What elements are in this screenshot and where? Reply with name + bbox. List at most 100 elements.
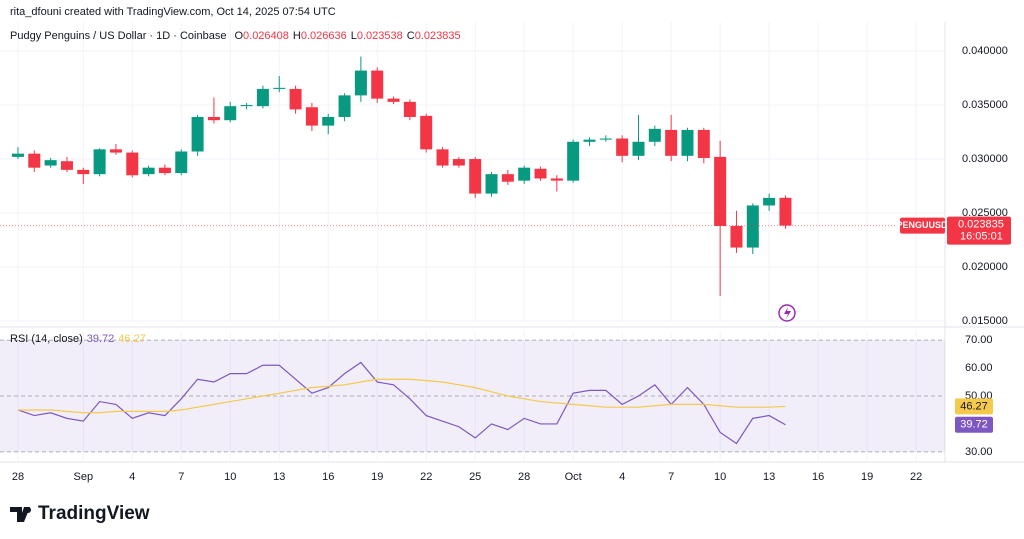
candle-body — [305, 107, 318, 126]
x-tick-label: 13 — [763, 471, 775, 483]
candle-body — [142, 167, 155, 175]
x-tick-label: 28 — [518, 471, 530, 483]
y-tick-label: 0.015000 — [962, 315, 1008, 327]
candle-body — [338, 95, 351, 117]
event-icon[interactable] — [778, 304, 796, 322]
legend-text: L — [351, 30, 357, 42]
x-tick-label: 13 — [273, 471, 285, 483]
candle-body — [93, 149, 106, 175]
x-tick-label: 19 — [861, 471, 873, 483]
x-tick-label: 28 — [12, 471, 24, 483]
legend-text: 39.72 — [87, 333, 115, 345]
y-tick-label: 70.00 — [965, 334, 993, 346]
candle-body — [550, 178, 563, 181]
event-icon-bolt — [784, 307, 791, 319]
candle-body — [518, 167, 531, 181]
price-legend: Pudgy Penguins / US Dollar · 1D · Coinba… — [10, 30, 461, 42]
symbol-label: PENGUUSD — [896, 220, 948, 230]
candle-body — [322, 116, 335, 126]
grid — [0, 22, 945, 460]
candle-body — [583, 139, 596, 142]
candle-body — [371, 70, 384, 99]
candle-body — [289, 88, 302, 110]
x-tick-label: 7 — [668, 471, 674, 483]
candle-body — [109, 149, 122, 153]
value-tag — [955, 398, 993, 415]
candle-body — [11, 153, 24, 157]
candle-body — [567, 141, 580, 181]
legend-text: 0.026408 — [243, 30, 289, 42]
x-tick-label: 22 — [420, 471, 432, 483]
candle-body — [420, 115, 433, 150]
value-tag-label: 39.72 — [960, 419, 988, 431]
candle-body — [697, 129, 710, 158]
legend-text: 0.026636 — [301, 30, 347, 42]
value-tag-label: 46.27 — [960, 400, 988, 412]
last-price-label: 0.023835 — [958, 218, 1004, 230]
legend-text: C — [407, 30, 415, 42]
candle-body — [485, 174, 498, 194]
x-tick-label: 4 — [129, 471, 135, 483]
legend-text: 0.023835 — [415, 30, 461, 42]
candle-body — [77, 169, 90, 175]
legend-text: H — [293, 30, 301, 42]
candle-body — [632, 141, 645, 156]
legend-text: Pudgy Penguins / US Dollar · 1D · Coinba… — [10, 30, 226, 42]
candle-body — [224, 106, 237, 121]
x-tick-label: 22 — [910, 471, 922, 483]
y-tick-label: 0.025000 — [962, 207, 1008, 219]
x-tick-label: 16 — [322, 471, 334, 483]
y-tick-label: 0.030000 — [962, 153, 1008, 165]
logo-text: TradingView — [38, 503, 150, 524]
candle-body — [730, 225, 743, 248]
symbol-tag — [900, 217, 945, 234]
y-tick-label: 0.035000 — [962, 99, 1008, 111]
rsi-line — [17, 378, 786, 414]
candle-body — [44, 160, 57, 166]
countdown-label: 16:05:01 — [960, 230, 1003, 242]
candle-body — [60, 161, 73, 170]
x-tick-label: Sep — [73, 471, 93, 483]
page-header: rita_dfouni created with TradingView.com… — [10, 6, 336, 18]
plot — [0, 56, 945, 445]
y-tick-label: 0.040000 — [962, 45, 1008, 57]
candle-body — [28, 153, 41, 168]
candle-body — [387, 98, 400, 102]
candle-body — [175, 151, 188, 174]
x-tick-label: 25 — [469, 471, 481, 483]
x-tick-label: 7 — [178, 471, 184, 483]
candle-body — [191, 116, 204, 152]
logo-mark — [10, 507, 30, 522]
x-tick-label: 19 — [371, 471, 383, 483]
candle-body — [126, 152, 139, 176]
x-tick-label: 10 — [224, 471, 236, 483]
logo: TradingView — [10, 503, 150, 524]
candle-body — [665, 129, 678, 156]
x-tick-label: Oct — [565, 471, 582, 483]
y-tick-label: 0.020000 — [962, 261, 1008, 273]
candle-body — [501, 174, 514, 182]
candle-body — [158, 167, 171, 174]
legend-text: 0.023538 — [357, 30, 403, 42]
legend-text: RSI (14, close) — [10, 333, 83, 345]
rsi-line — [17, 361, 786, 445]
candle-body — [648, 128, 661, 142]
candle-body — [436, 149, 449, 166]
rsi-legend: RSI (14, close) 39.72 46.27 — [10, 333, 146, 345]
candle-body — [616, 138, 629, 156]
candle-body — [354, 70, 367, 96]
legend-text: O — [234, 30, 243, 42]
x-tick-label: 10 — [714, 471, 726, 483]
candle-body — [763, 197, 776, 206]
value-tag — [955, 416, 993, 433]
candle-body — [452, 159, 465, 166]
candle-body — [599, 138, 612, 140]
logo-dot — [25, 507, 31, 513]
candle-body — [469, 159, 482, 194]
candle-body — [681, 129, 694, 156]
candle-body — [534, 168, 547, 179]
candle-body — [714, 156, 727, 226]
candle-body — [207, 116, 220, 121]
